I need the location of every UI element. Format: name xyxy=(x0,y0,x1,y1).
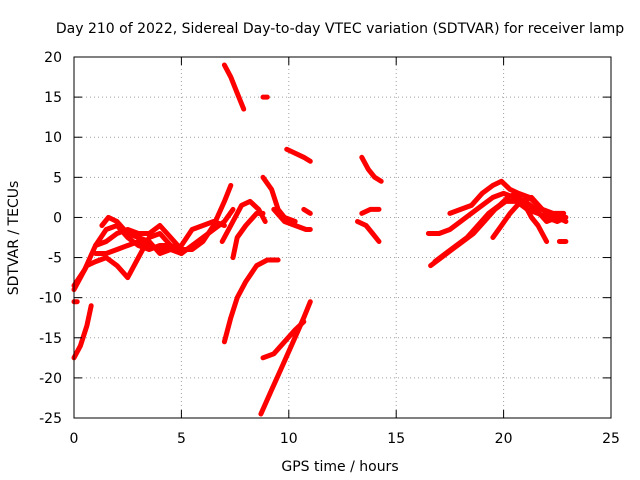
y-tick-label: -15 xyxy=(39,331,62,347)
x-tick-label: 15 xyxy=(387,431,405,447)
y-axis-label: SDTVAR / TECUs xyxy=(6,181,22,296)
x-tick-label: 20 xyxy=(495,431,513,447)
series-arc-1 xyxy=(71,223,184,289)
y-tick-label: -20 xyxy=(39,371,62,387)
y-tick-label: 5 xyxy=(53,170,62,186)
x-tick-label: 5 xyxy=(177,431,186,447)
series-arc-4 xyxy=(93,182,234,252)
series-arc-15 xyxy=(260,174,298,224)
series-arc-17 xyxy=(284,146,313,164)
axis-ticks xyxy=(73,56,612,419)
series-arc-26 xyxy=(490,194,567,240)
x-tick-labels: 0 5 10 15 20 25 xyxy=(70,431,620,447)
series-arc-19 xyxy=(359,154,384,184)
series-arc-13 xyxy=(258,299,313,417)
series-arc-24 xyxy=(428,198,569,269)
y-tick-label: 10 xyxy=(44,130,62,146)
series-arc-2 xyxy=(71,231,184,293)
series-arc-20 xyxy=(355,219,382,244)
y-tick-label: 0 xyxy=(53,210,62,226)
grid xyxy=(74,57,611,418)
x-tick-label: 0 xyxy=(70,431,79,447)
y-tick-labels: -25 -20 -15 -10 -5 0 5 10 15 20 xyxy=(39,50,62,427)
series-arc-21 xyxy=(359,206,382,216)
y-tick-label: 20 xyxy=(44,50,62,66)
series-arc-9 xyxy=(230,210,266,261)
y-tick-label: -10 xyxy=(39,291,62,307)
series-arc-14 xyxy=(260,319,307,361)
series-arc-8 xyxy=(219,198,268,244)
y-tick-label: -25 xyxy=(39,411,62,427)
x-axis-label: GPS time / hours xyxy=(281,459,398,475)
y-tick-label: 15 xyxy=(44,90,62,106)
x-tick-label: 25 xyxy=(602,431,620,447)
series-arc-16 xyxy=(271,206,313,232)
chart-title: Day 210 of 2022, Sidereal Day-to-day VTE… xyxy=(56,21,624,37)
series-arc-7 xyxy=(71,303,94,361)
series-arc-22 xyxy=(425,190,569,236)
series-group xyxy=(71,62,569,417)
plot-frame xyxy=(73,56,612,419)
series-arc-5 xyxy=(93,219,227,256)
series-arc-10 xyxy=(221,62,247,112)
series-arc-12 xyxy=(221,257,281,345)
x-tick-label: 10 xyxy=(280,431,298,447)
y-tick-label: -5 xyxy=(48,251,62,267)
series-arc-18 xyxy=(301,206,313,216)
